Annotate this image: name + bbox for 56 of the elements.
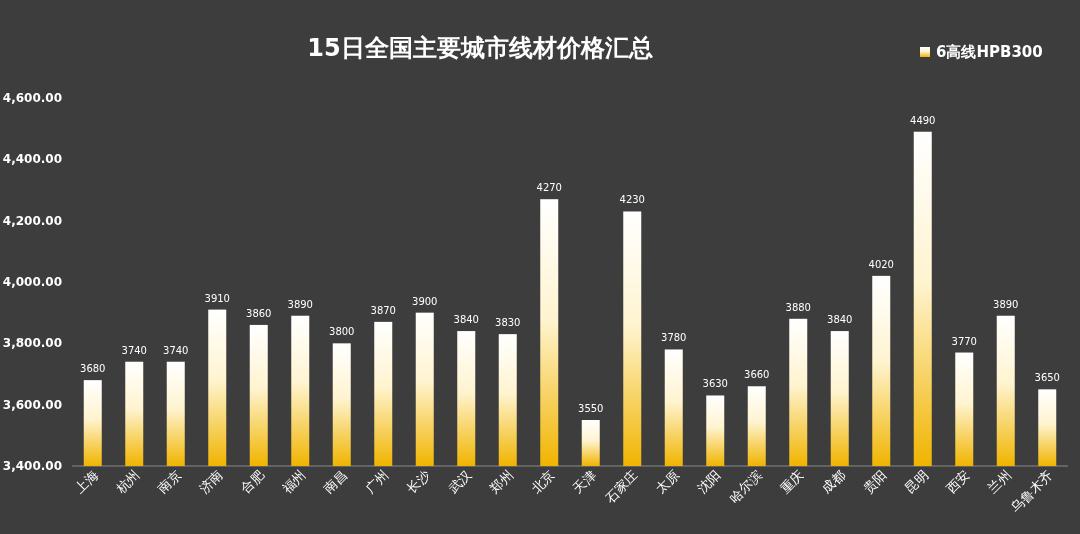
x-tick-label: 重庆 (777, 467, 807, 497)
x-tick-label: 西安 (943, 467, 973, 497)
data-label: 3800 (329, 326, 355, 338)
data-label: 3740 (121, 344, 147, 356)
y-tick-label: 3,800.00 (2, 336, 62, 351)
data-label: 4490 (910, 114, 936, 126)
x-tick-label: 长沙 (403, 467, 433, 497)
y-tick-label: 4,600.00 (2, 91, 62, 105)
data-label: 3860 (246, 307, 272, 319)
data-label: 3900 (412, 295, 438, 307)
data-label: 3840 (827, 314, 853, 326)
data-label: 3830 (495, 317, 521, 329)
data-label: 3650 (1034, 372, 1060, 384)
data-label: 3660 (744, 369, 770, 381)
data-label: 3680 (80, 363, 106, 375)
chart-title: 15日全国主要城市线材价格汇总 (307, 34, 653, 62)
data-label: 3890 (287, 298, 313, 310)
data-label: 3840 (453, 314, 479, 326)
x-tick-label: 上海 (71, 467, 101, 497)
data-label: 3740 (163, 344, 189, 356)
x-tick-label: 天津 (569, 467, 599, 497)
x-tick-label: 南京 (154, 467, 184, 497)
data-label: 4270 (536, 182, 562, 194)
data-label: 3550 (578, 403, 604, 414)
x-tick-label: 福州 (279, 467, 309, 497)
x-tick-label: 郑州 (486, 467, 516, 497)
data-label: 4230 (619, 194, 645, 206)
data-label: 3880 (785, 301, 811, 313)
x-tick-label: 北京 (528, 467, 558, 497)
x-tick-label: 太原 (652, 467, 682, 497)
legend-label: 6高线HPB300 (936, 43, 1043, 61)
y-tick-label: 4,200.00 (2, 213, 62, 228)
y-tick-label: 4,400.00 (2, 152, 62, 167)
x-tick-label: 武汉 (445, 467, 475, 497)
data-label: 3890 (993, 298, 1019, 310)
x-tick-label: 杭州 (112, 467, 143, 498)
data-label: 3770 (951, 335, 977, 347)
x-tick-label: 沈阳 (694, 467, 724, 497)
data-label: 3910 (204, 292, 230, 304)
y-tick-label: 3,600.00 (2, 397, 62, 412)
y-tick-label: 3,400.00 (2, 459, 62, 473)
x-tick-label: 贵阳 (860, 467, 890, 497)
data-label: 3780 (661, 332, 687, 344)
x-tick-label: 广州 (362, 467, 392, 497)
data-label: 3870 (370, 304, 396, 316)
x-tick-label: 合肥 (237, 467, 267, 497)
x-tick-label: 昆明 (901, 467, 931, 497)
x-tick-label: 济南 (196, 467, 226, 497)
x-tick-label: 石家庄 (602, 467, 641, 506)
data-label: 4020 (868, 258, 894, 270)
data-label: 3630 (702, 378, 728, 390)
y-tick-label: 4,000.00 (2, 275, 62, 289)
x-tick-label: 成都 (818, 467, 848, 497)
x-tick-label: 兰州 (984, 467, 1014, 497)
x-tick-label: 南昌 (320, 467, 350, 497)
x-tick-label: 哈尔滨 (726, 467, 765, 506)
